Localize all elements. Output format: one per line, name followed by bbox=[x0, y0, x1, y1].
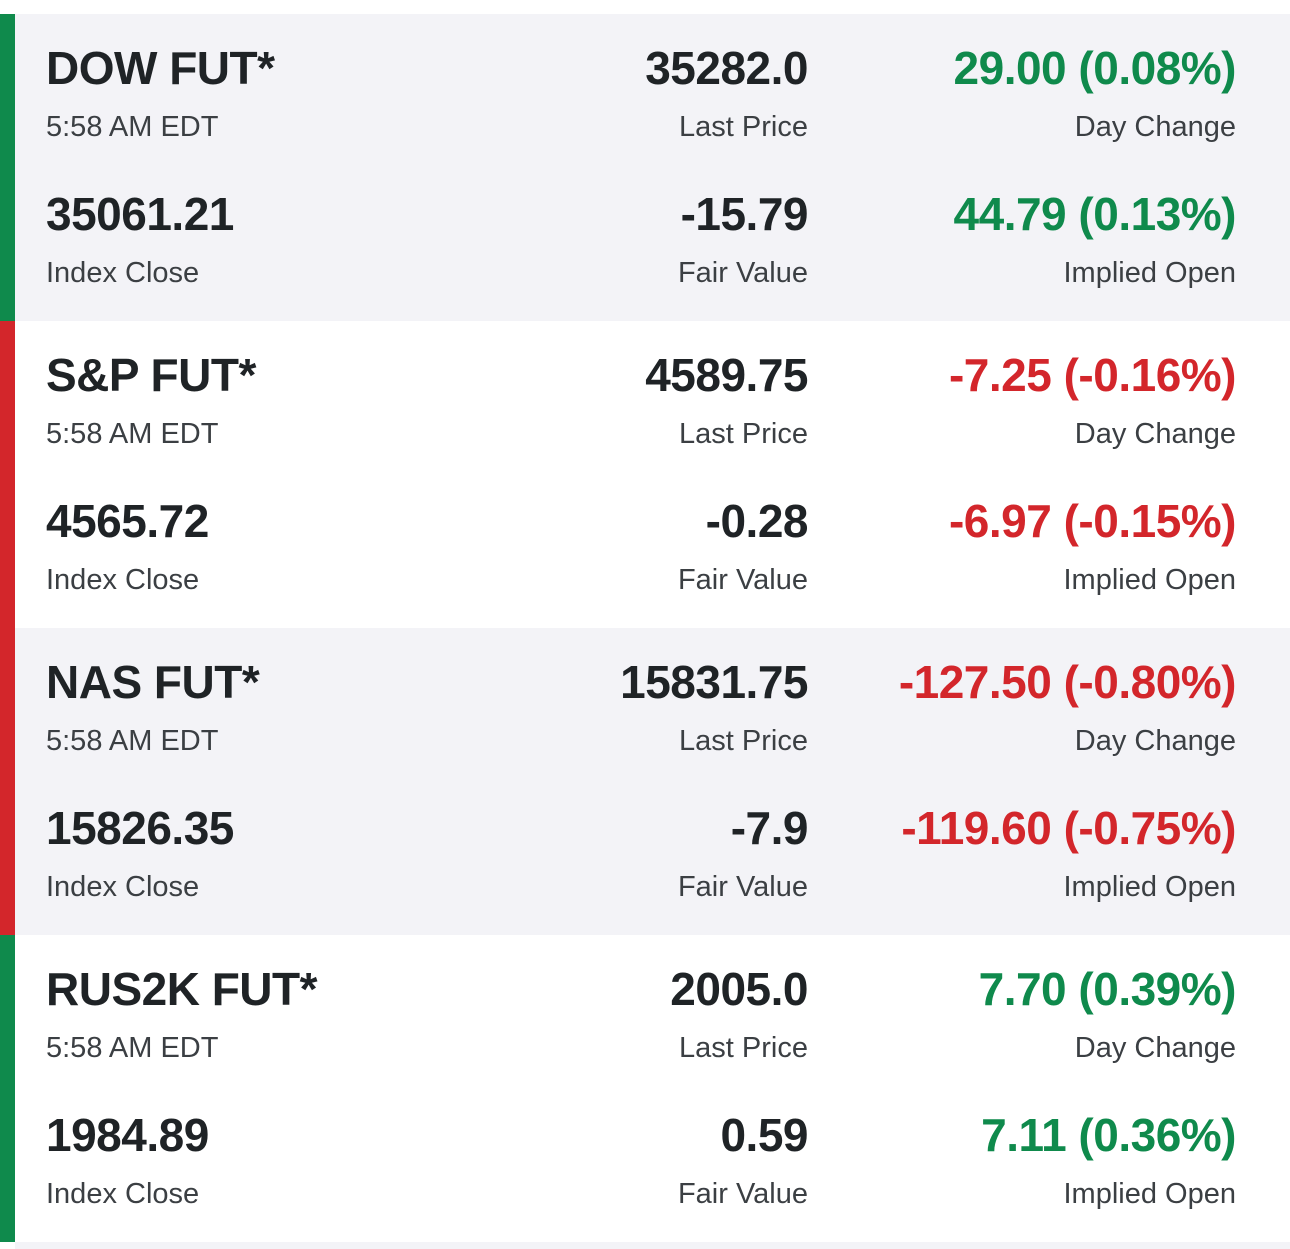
futures-list: DOW FUT* 5:58 AM EDT 35282.0 Last Price … bbox=[0, 14, 1290, 1242]
last-price-value: 15831.75 bbox=[620, 656, 808, 708]
implied-open-value: -6.97 (-0.15%) bbox=[948, 495, 1237, 547]
implied-open-label: Implied Open bbox=[1063, 564, 1237, 596]
future-card-rus2k[interactable]: RUS2K FUT* 5:58 AM EDT 2005.0 Last Price… bbox=[0, 935, 1290, 1242]
day-change-value: 29.00 (0.08%) bbox=[953, 42, 1237, 94]
index-close-label: Index Close bbox=[46, 1178, 200, 1210]
implied-open-value: 7.11 (0.36%) bbox=[981, 1109, 1236, 1161]
quote-time: 5:58 AM EDT bbox=[46, 1032, 219, 1064]
future-card-nas[interactable]: NAS FUT* 5:58 AM EDT 15831.75 Last Price… bbox=[0, 628, 1290, 935]
last-price-value: 35282.0 bbox=[645, 42, 808, 94]
quote-time: 5:58 AM EDT bbox=[46, 725, 219, 757]
last-price-value: 4589.75 bbox=[645, 349, 808, 401]
implied-open-value: -119.60 (-0.75%) bbox=[901, 802, 1236, 854]
implied-open-label: Implied Open bbox=[1063, 871, 1237, 903]
index-close-value: 35061.21 bbox=[46, 188, 234, 240]
future-card-dow[interactable]: DOW FUT* 5:58 AM EDT 35282.0 Last Price … bbox=[0, 14, 1290, 321]
day-change-label: Day Change bbox=[1074, 418, 1236, 450]
trend-indicator-bar bbox=[0, 14, 15, 321]
day-change-label: Day Change bbox=[1074, 1032, 1236, 1064]
next-card-edge bbox=[0, 1242, 15, 1249]
fair-value-label: Fair Value bbox=[677, 871, 808, 903]
day-change-value: -127.50 (-0.80%) bbox=[898, 656, 1237, 708]
future-name: RUS2K FUT* bbox=[46, 963, 318, 1015]
index-close-value: 1984.89 bbox=[46, 1109, 209, 1161]
quote-time: 5:58 AM EDT bbox=[46, 111, 219, 143]
day-change-value: -7.25 (-0.16%) bbox=[948, 349, 1237, 401]
quote-time: 5:58 AM EDT bbox=[46, 418, 219, 450]
index-close-label: Index Close bbox=[46, 257, 200, 289]
last-price-label: Last Price bbox=[679, 1032, 808, 1064]
trend-indicator-bar bbox=[0, 628, 15, 935]
fair-value-value: -15.79 bbox=[680, 188, 809, 240]
last-price-label: Last Price bbox=[679, 418, 808, 450]
index-close-label: Index Close bbox=[46, 871, 200, 903]
index-close-label: Index Close bbox=[46, 564, 200, 596]
last-price-label: Last Price bbox=[679, 725, 808, 757]
fair-value-label: Fair Value bbox=[677, 1178, 808, 1210]
index-close-value: 15826.35 bbox=[46, 802, 234, 854]
index-close-value: 4565.72 bbox=[46, 495, 209, 547]
implied-open-label: Implied Open bbox=[1063, 1178, 1237, 1210]
last-price-label: Last Price bbox=[679, 111, 808, 143]
implied-open-label: Implied Open bbox=[1063, 257, 1237, 289]
implied-open-value: 44.79 (0.13%) bbox=[953, 188, 1237, 240]
future-card-sp[interactable]: S&P FUT* 5:58 AM EDT 4589.75 Last Price … bbox=[0, 321, 1290, 628]
future-name: S&P FUT* bbox=[46, 349, 256, 401]
day-change-label: Day Change bbox=[1074, 111, 1236, 143]
trend-indicator-bar bbox=[0, 935, 15, 1242]
future-name: DOW FUT* bbox=[46, 42, 275, 94]
next-card-peek bbox=[15, 1242, 1290, 1249]
fair-value-value: 0.59 bbox=[720, 1109, 808, 1161]
future-name: NAS FUT* bbox=[46, 656, 260, 708]
fair-value-value: -0.28 bbox=[705, 495, 809, 547]
trend-indicator-bar bbox=[0, 321, 15, 628]
fair-value-value: -7.9 bbox=[730, 802, 809, 854]
fair-value-label: Fair Value bbox=[677, 257, 808, 289]
fair-value-label: Fair Value bbox=[677, 564, 808, 596]
day-change-value: 7.70 (0.39%) bbox=[978, 963, 1237, 1015]
last-price-value: 2005.0 bbox=[670, 963, 808, 1015]
day-change-label: Day Change bbox=[1074, 725, 1236, 757]
